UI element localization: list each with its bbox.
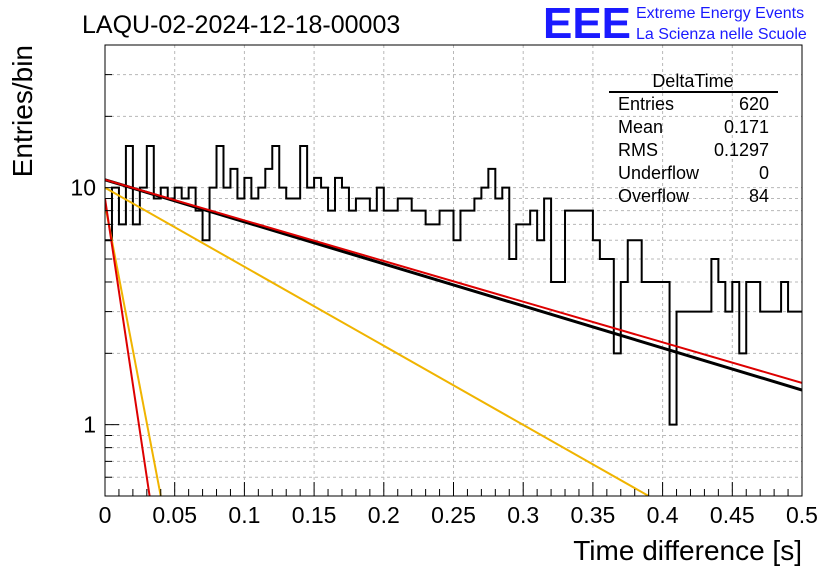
x-tick-label: 0.3 (507, 502, 539, 528)
stats-value-entries: 620 (739, 94, 769, 114)
x-axis-label: Time difference [s] (573, 535, 802, 566)
logo-line2: La Scienza nelle Scuole (636, 26, 807, 43)
stats-label-underflow: Underflow (618, 163, 700, 183)
stats-value-mean: 0.171 (724, 117, 769, 137)
fit-curves (105, 178, 802, 496)
histogram (105, 144, 802, 426)
logo-mark: EEE (543, 0, 631, 48)
stats-value-rms: 0.1297 (714, 140, 769, 160)
stats-label-overflow: Overflow (618, 186, 690, 206)
x-tick-label: 0.25 (431, 502, 476, 528)
fit-line (105, 204, 162, 496)
fit-line (105, 178, 802, 384)
stats-name: DeltaTime (652, 71, 733, 91)
y-tick-label: 1 (83, 412, 96, 438)
y-axis-label: Entries/bin (7, 45, 38, 177)
y-tick-label: 10 (70, 175, 96, 201)
stats-box: DeltaTime Entries 620 Mean 0.171 RMS 0.1… (609, 71, 778, 206)
histogram-steps (105, 144, 802, 426)
x-tick-label: 0.45 (710, 502, 755, 528)
x-tick-label: 0.15 (292, 502, 337, 528)
x-tick-label: 0.4 (647, 502, 679, 528)
x-tick-label: 0.05 (152, 502, 197, 528)
stats-label-mean: Mean (618, 117, 663, 137)
x-tick-label: 0.2 (368, 502, 400, 528)
logo-line1: Extreme Energy Events (636, 5, 804, 22)
axis-ticks: 0 0.05 0.1 0.15 0.2 0.25 0.3 0.35 0.4 0.45 0.5 1 10 (70, 44, 818, 528)
x-tick-label: 0.35 (571, 502, 616, 528)
stats-value-underflow: 0 (759, 163, 769, 183)
fit-line (105, 198, 151, 496)
x-tick-label: 0.5 (786, 502, 818, 528)
x-tick-label: 0.1 (228, 502, 260, 528)
fit-line (105, 178, 802, 392)
stats-value-overflow: 84 (749, 186, 769, 206)
grid (105, 44, 802, 497)
eee-logo: EEE Extreme Energy Events La Scienza nel… (543, 0, 807, 48)
x-tick-label: 0 (99, 502, 112, 528)
stats-label-rms: RMS (618, 140, 658, 160)
stats-label-entries: Entries (618, 94, 674, 114)
chart-title: LAQU-02-2024-12-18-00003 (82, 11, 400, 39)
fit-line (105, 186, 650, 496)
